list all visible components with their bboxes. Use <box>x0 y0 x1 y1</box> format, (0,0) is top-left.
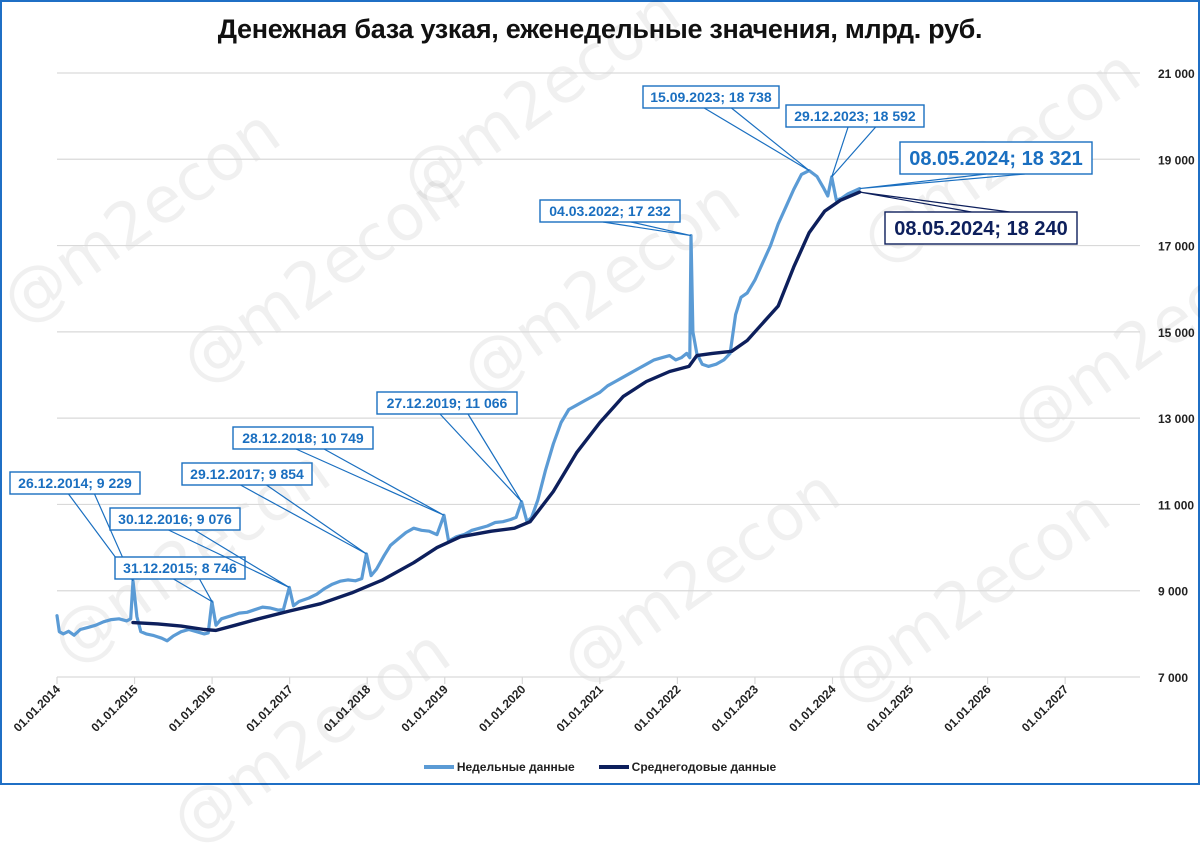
x-tick-label: 01.01.2023 <box>709 682 762 735</box>
y-tick-label: 13 000 <box>1158 412 1195 426</box>
annotation-box <box>539 199 681 223</box>
annotation-label: 15.09.2023; 18 738 <box>650 89 772 105</box>
x-tick-label: 01.01.2026 <box>941 682 994 735</box>
x-tick-label: 01.01.2015 <box>88 682 141 735</box>
annotation-box <box>9 471 141 495</box>
x-tick-label: 01.01.2014 <box>11 682 64 735</box>
annotation-label: 29.12.2023; 18 592 <box>794 108 916 124</box>
x-tick-label: 01.01.2027 <box>1019 682 1072 735</box>
annotation-box <box>376 391 518 415</box>
annotation-box <box>181 462 313 486</box>
annotation-label: 29.12.2017; 9 854 <box>190 466 304 482</box>
annotation-box <box>232 426 374 450</box>
y-tick-label: 11 000 <box>1158 498 1194 512</box>
annotation-leader <box>168 529 290 588</box>
line-chart: 7 000 9 000 11 000 13 000 15 000 17 000 19 000… <box>9 67 1195 735</box>
annotation-box <box>114 556 246 580</box>
annotation-box <box>785 104 925 128</box>
legend-label-weekly: Недельные данные <box>456 760 575 774</box>
x-tick-label: 01.01.2019 <box>399 682 452 735</box>
annotation-box <box>884 211 1078 245</box>
y-tick-label: 21 000 <box>1158 67 1195 81</box>
annotation-label: 31.12.2015; 8 746 <box>123 560 237 576</box>
legend-label-annual: Среднегодовые данные <box>631 760 777 774</box>
annotation-label: 08.05.2024; 18 321 <box>909 148 1083 170</box>
y-tick-label: 15 000 <box>1158 326 1195 340</box>
annotation-leader <box>703 107 810 172</box>
annual-series-line <box>131 190 862 633</box>
annotation-label: 30.12.2016; 9 076 <box>118 511 232 527</box>
legend-item-annual: Среднегодовые данные <box>598 760 777 774</box>
annotation-label: 27.12.2019; 11 066 <box>387 395 508 411</box>
x-tick-label: 01.01.2017 <box>243 682 296 735</box>
x-tick-label: 01.01.2016 <box>166 682 219 735</box>
annotation-box <box>642 85 780 109</box>
y-tick-label: 9 000 <box>1158 585 1188 599</box>
legend: Недельные данные Среднегодовые данные <box>0 760 1200 774</box>
x-tick-label: 01.01.2024 <box>786 682 839 735</box>
annotation-label: 08.05.2024; 18 240 <box>894 218 1068 240</box>
annotation-leader <box>859 173 1025 190</box>
annotation-box <box>109 507 241 531</box>
x-tick-label: 01.01.2022 <box>631 682 684 735</box>
y-tick-label: 17 000 <box>1158 240 1195 254</box>
annotation-label: 26.12.2014; 9 229 <box>18 475 132 491</box>
annotation-box <box>899 141 1093 175</box>
chart-title: Денежная база узкая, еженедельные значен… <box>217 14 983 44</box>
annotation-leader <box>173 578 214 604</box>
x-tick-label: 01.01.2020 <box>476 682 529 735</box>
legend-swatch-annual <box>598 765 629 769</box>
legend-item-weekly: Недельные данные <box>423 760 575 774</box>
y-tick-label: 19 000 <box>1158 153 1195 167</box>
annotation-leader <box>439 413 523 502</box>
annotation-leader <box>602 221 692 237</box>
x-tick-label: 01.01.2025 <box>864 682 917 735</box>
annotation-leader <box>831 126 877 178</box>
annotation-label: 04.03.2022; 17 232 <box>549 203 671 219</box>
annotation-leader <box>859 191 1010 213</box>
x-tick-label: 01.01.2021 <box>554 682 607 735</box>
annotation-leader <box>240 484 367 555</box>
annotation-leader <box>295 448 445 516</box>
y-tick-label: 7 000 <box>1158 671 1188 685</box>
annotation-label: 28.12.2018; 10 749 <box>242 430 364 446</box>
x-tick-label: 01.01.2018 <box>321 682 374 735</box>
legend-swatch-weekly <box>423 765 454 769</box>
annotation-leader <box>68 493 134 582</box>
